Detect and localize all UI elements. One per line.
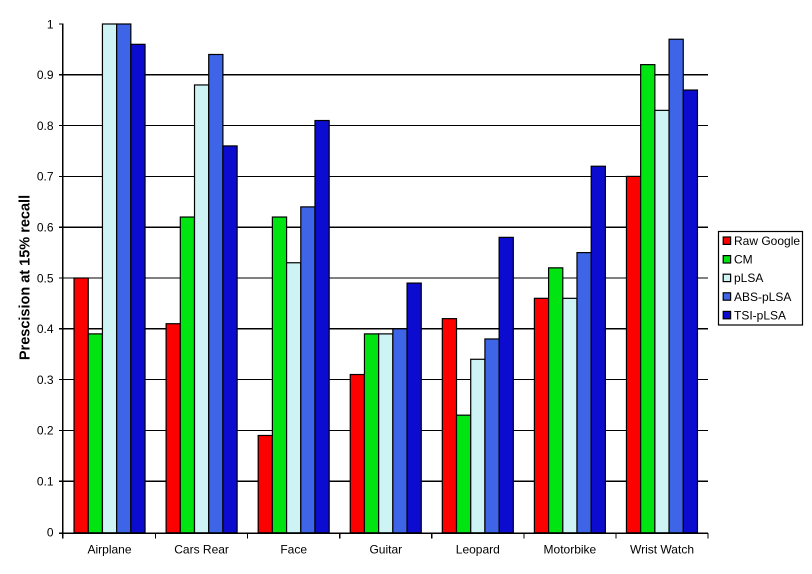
svg-text:0.8: 0.8 <box>37 119 54 133</box>
svg-text:Face: Face <box>280 543 307 557</box>
svg-text:ABS-pLSA: ABS-pLSA <box>734 290 791 304</box>
svg-text:Leopard: Leopard <box>456 543 500 557</box>
svg-text:0.4: 0.4 <box>37 322 54 336</box>
svg-text:0.5: 0.5 <box>37 271 54 285</box>
svg-text:Wrist Watch: Wrist Watch <box>630 543 694 557</box>
svg-text:0.9: 0.9 <box>37 68 54 82</box>
svg-text:TSI-pLSA: TSI-pLSA <box>734 308 786 322</box>
svg-text:0: 0 <box>47 525 54 539</box>
svg-text:0.7: 0.7 <box>37 170 54 184</box>
svg-text:1: 1 <box>47 17 54 31</box>
svg-text:Cars Rear: Cars Rear <box>174 543 229 557</box>
svg-text:0.1: 0.1 <box>37 475 54 489</box>
svg-text:Prescision at 15% recall: Prescision at 15% recall <box>18 195 34 360</box>
svg-text:0.6: 0.6 <box>37 221 54 235</box>
svg-text:Airplane: Airplane <box>87 543 131 557</box>
svg-text:Motorbike: Motorbike <box>544 543 597 557</box>
svg-text:Raw Google: Raw Google <box>734 234 800 248</box>
svg-text:Guitar: Guitar <box>369 543 402 557</box>
svg-text:0.2: 0.2 <box>37 424 54 438</box>
svg-text:CM: CM <box>734 253 753 267</box>
svg-text:0.3: 0.3 <box>37 373 54 387</box>
svg-text:pLSA: pLSA <box>734 271 763 285</box>
